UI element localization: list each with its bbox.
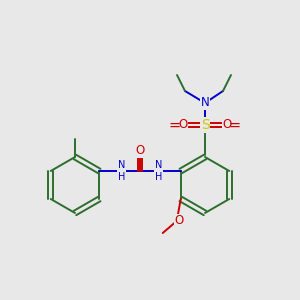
Text: =: =	[229, 118, 241, 133]
Text: N
H: N H	[155, 160, 162, 182]
Text: N: N	[201, 97, 209, 110]
Text: O: O	[178, 118, 188, 131]
Text: O: O	[135, 145, 145, 158]
Text: N
H: N H	[118, 160, 125, 182]
Text: O: O	[174, 214, 183, 227]
Text: =: =	[169, 118, 181, 133]
Text: O: O	[222, 118, 232, 131]
Text: S: S	[201, 118, 209, 132]
